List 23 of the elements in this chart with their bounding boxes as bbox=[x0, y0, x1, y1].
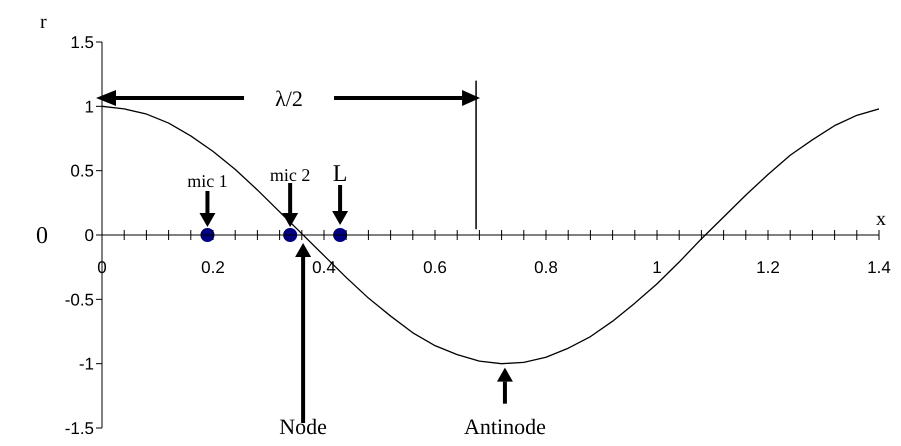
x-tick-label: 1.4 bbox=[867, 258, 891, 277]
x-tick-label: 1 bbox=[652, 258, 662, 277]
y-tick-label: 1 bbox=[84, 97, 94, 116]
y-tick-label: -1 bbox=[78, 354, 94, 374]
annotation: L bbox=[332, 161, 348, 187]
y-tick-label: -1.5 bbox=[64, 419, 94, 438]
y-tick-label: 0.5 bbox=[70, 162, 94, 181]
x-axis-title: x bbox=[876, 208, 886, 230]
x-tick-label: 0.4 bbox=[312, 258, 336, 277]
y-axis-title: r bbox=[40, 11, 47, 33]
x-tick-label: 0.2 bbox=[201, 258, 225, 277]
text: 0 bbox=[36, 223, 48, 249]
annotation: mic 2 bbox=[270, 165, 310, 185]
annotation: mic 1 bbox=[187, 171, 228, 191]
annotation: Node bbox=[279, 414, 327, 439]
x-tick-label: 0.8 bbox=[534, 258, 558, 277]
y-tick-label: -0.5 bbox=[64, 290, 94, 310]
x-tick-label: 1.2 bbox=[756, 258, 780, 277]
y-tick-label: 0 bbox=[84, 226, 94, 246]
annotation: Antinode bbox=[464, 414, 546, 439]
x-tick-label: 0.6 bbox=[423, 258, 447, 277]
annotation: λ/2 bbox=[275, 86, 303, 111]
y-tick-label: 1.5 bbox=[70, 33, 94, 52]
